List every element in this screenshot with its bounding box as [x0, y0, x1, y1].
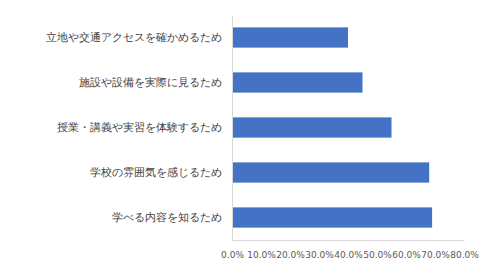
- x-tick: 10.0%: [247, 240, 276, 260]
- category-label: 学べる内容を知るため: [112, 211, 222, 224]
- plot: 0.0%10.0%20.0%30.0%40.0%50.0%60.0%70.0%8…: [46, 16, 479, 261]
- category-label: 学校の雰囲気を感じるため: [90, 166, 222, 179]
- bar: [232, 207, 432, 227]
- x-axis: 0.0%10.0%20.0%30.0%40.0%50.0%60.0%70.0%8…: [221, 240, 479, 260]
- x-tick-label: 40.0%: [334, 250, 363, 260]
- bars: [232, 27, 432, 227]
- x-tick-label: 20.0%: [276, 250, 305, 260]
- y-tick: 学校の雰囲気を感じるため: [90, 166, 232, 179]
- x-tick-label: 10.0%: [247, 250, 276, 260]
- x-tick: 60.0%: [392, 240, 421, 260]
- x-tick: 80.0%: [450, 240, 479, 260]
- x-tick: 50.0%: [363, 240, 392, 260]
- x-tick-label: 70.0%: [421, 250, 450, 260]
- bar: [232, 27, 348, 47]
- bar: [232, 162, 429, 182]
- x-tick: 40.0%: [334, 240, 363, 260]
- y-axis-line: [232, 16, 233, 241]
- y-axis: 立地や交通アクセスを確かめるため施設や設備を実際に見るため授業・講義や実習を体験…: [46, 16, 233, 241]
- x-tick-label: 80.0%: [450, 250, 479, 260]
- x-tick: 30.0%: [305, 240, 334, 260]
- category-label: 施設や設備を実際に見るため: [79, 76, 222, 89]
- x-tick: 20.0%: [276, 240, 305, 260]
- x-tick-label: 30.0%: [305, 250, 334, 260]
- y-tick: 施設や設備を実際に見るため: [79, 76, 232, 89]
- x-axis-line: [233, 240, 465, 241]
- bar: [232, 117, 392, 137]
- x-tick: 0.0%: [221, 240, 244, 260]
- x-tick: 70.0%: [421, 240, 450, 260]
- x-tick-label: 60.0%: [392, 250, 421, 260]
- bar: [232, 72, 363, 92]
- y-tick: 授業・講義や実習を体験するため: [57, 121, 232, 134]
- x-tick-label: 50.0%: [363, 250, 392, 260]
- chart: 0.0%10.0%20.0%30.0%40.0%50.0%60.0%70.0%8…: [0, 0, 490, 274]
- y-tick: 学べる内容を知るため: [112, 211, 232, 224]
- category-label: 立地や交通アクセスを確かめるため: [46, 31, 222, 44]
- category-label: 授業・講義や実習を体験するため: [57, 121, 222, 134]
- y-tick: 立地や交通アクセスを確かめるため: [46, 31, 232, 44]
- x-tick-label: 0.0%: [221, 250, 244, 260]
